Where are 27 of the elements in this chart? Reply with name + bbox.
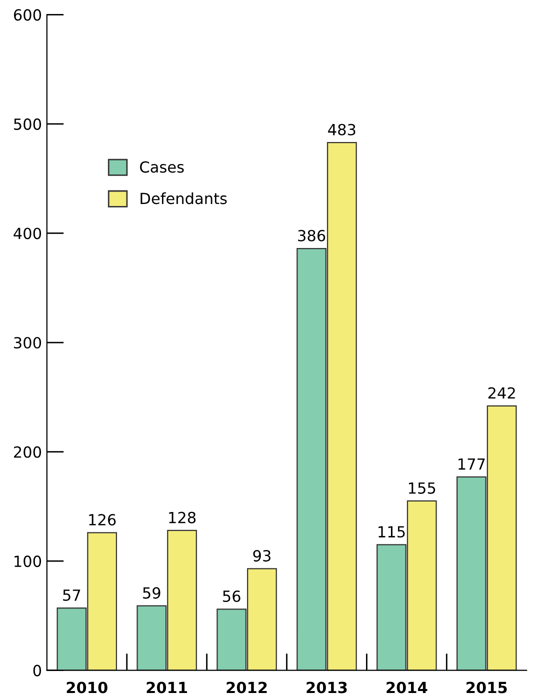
- y-tick-label: 0: [33, 664, 42, 676]
- data-label: 155: [408, 482, 436, 494]
- x-tick-label: 2013: [306, 682, 347, 694]
- y-tick-label: 500: [14, 118, 42, 130]
- x-tick-label: 2014: [386, 682, 428, 694]
- x-tick-label: 2012: [226, 682, 267, 694]
- x-tick-label: 2011: [146, 682, 188, 694]
- legend-label: Cases: [140, 161, 184, 173]
- data-label: 126: [89, 514, 116, 526]
- y-tick-label: 600: [14, 9, 42, 21]
- data-label: 115: [378, 526, 405, 538]
- data-label: 242: [488, 387, 515, 399]
- x-tick-label: 2015: [466, 682, 507, 694]
- data-label: 128: [169, 512, 196, 524]
- y-tick-label: 200: [14, 446, 42, 458]
- y-tick-label: 100: [14, 556, 42, 568]
- data-label: 177: [458, 458, 485, 470]
- y-tick-label: 300: [14, 336, 42, 349]
- data-label: 57: [63, 590, 80, 601]
- data-label: 386: [298, 230, 326, 242]
- data-label: 59: [143, 587, 160, 599]
- data-label: 93: [253, 550, 270, 562]
- x-tick-label: 2010: [66, 682, 108, 694]
- data-label: 483: [328, 124, 356, 136]
- data-label: 56: [223, 590, 240, 602]
- legend-label: Defendants: [140, 192, 227, 204]
- y-tick-label: 400: [14, 228, 42, 240]
